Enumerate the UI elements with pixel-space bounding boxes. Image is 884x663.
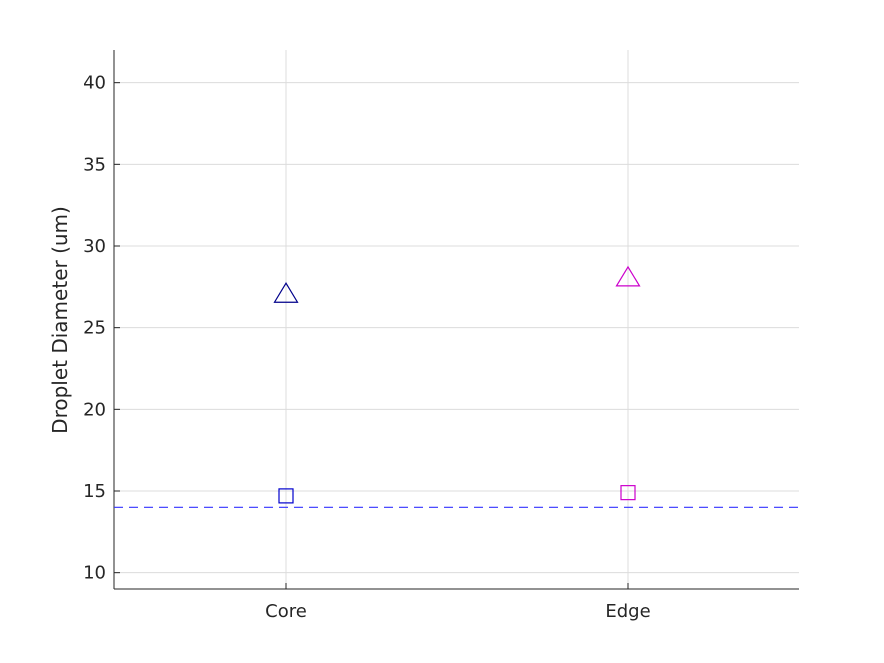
grid-layer <box>114 50 799 589</box>
y-tick-label: 20 <box>83 399 106 420</box>
labels-layer: 10 15 20 25 30 35 40 Core Edge <box>83 73 651 622</box>
y-tick-label: 15 <box>83 481 106 502</box>
triangle-marker-core <box>273 282 299 303</box>
square-marker-edge <box>620 485 636 501</box>
axes-layer <box>113 50 799 590</box>
x-tick-label: Core <box>265 601 307 622</box>
y-axis-label: Droplet Diameter (um) <box>48 206 72 434</box>
square-marker-core <box>278 488 294 504</box>
marks-layer <box>273 265 641 504</box>
triangle-marker-edge <box>615 265 641 287</box>
y-tick-label: 35 <box>83 154 106 175</box>
y-tick-label: 10 <box>83 563 106 584</box>
x-tick-label: Edge <box>605 601 650 622</box>
y-tick-label: 25 <box>83 318 106 339</box>
y-tick-label: 30 <box>83 236 106 257</box>
y-tick-label: 40 <box>83 73 106 94</box>
